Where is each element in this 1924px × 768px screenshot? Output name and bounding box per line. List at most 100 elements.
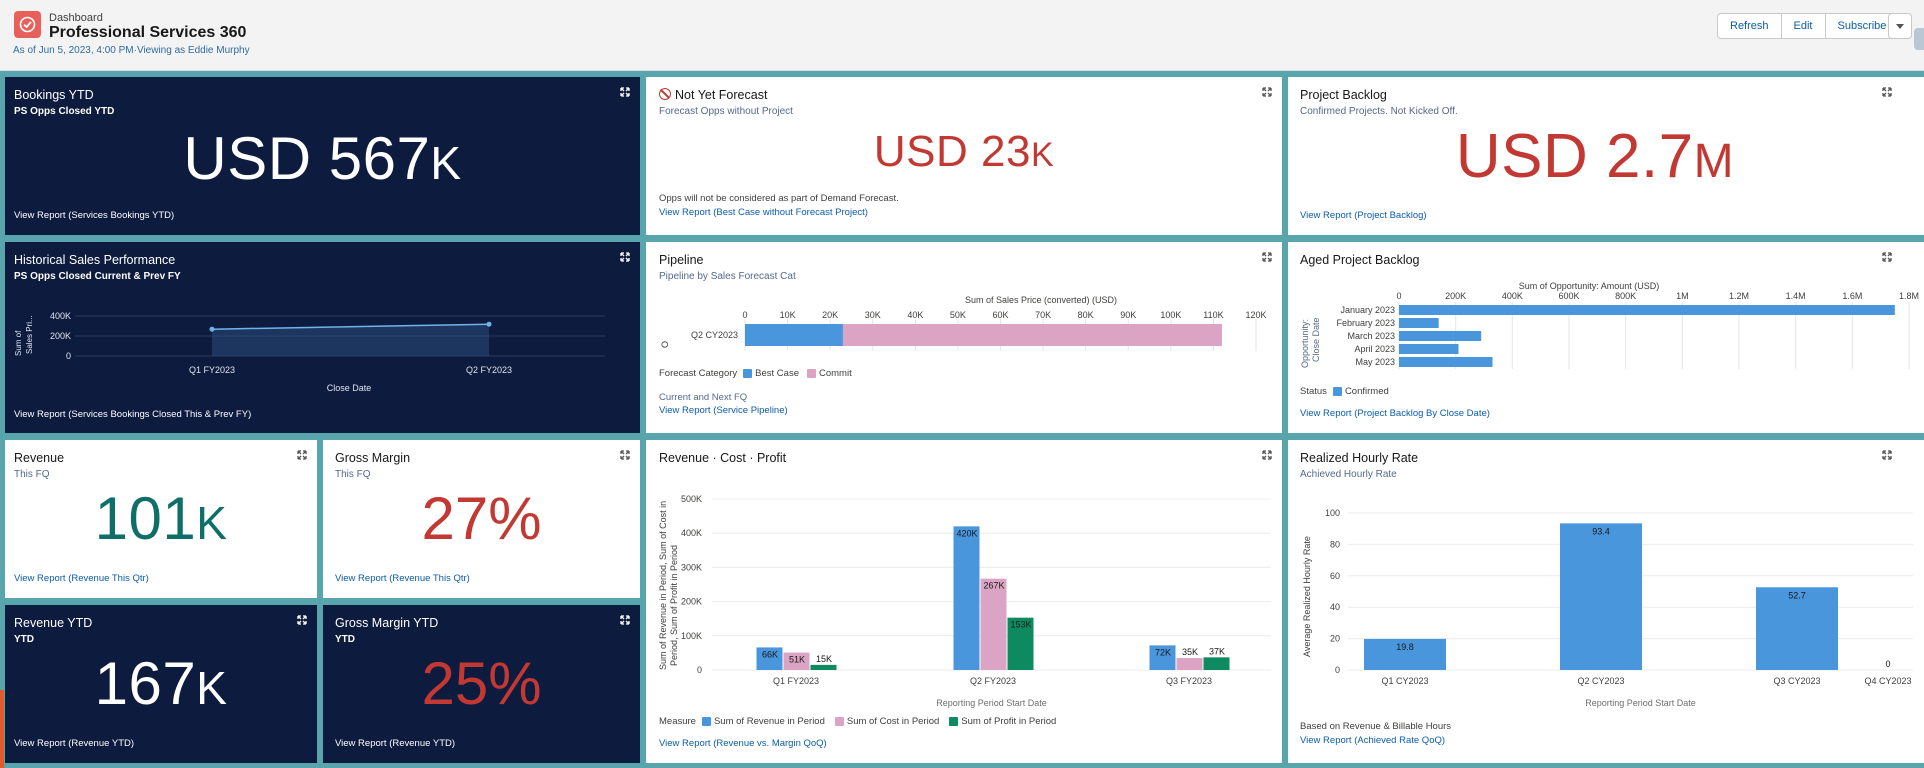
view-report-link[interactable]: View Report (Revenue vs. Margin QoQ) — [659, 738, 827, 749]
metric-value: 25% — [421, 650, 542, 717]
tile-subtitle: Pipeline by Sales Forecast Cat — [659, 271, 796, 282]
x-tick-label: 10K — [780, 310, 796, 320]
view-report-link[interactable]: View Report (Services Bookings YTD) — [14, 210, 175, 221]
view-report-link[interactable]: View Report (Revenue YTD) — [14, 738, 135, 749]
view-report-link[interactable]: View Report (Project Backlog) — [1300, 210, 1427, 221]
view-report-link[interactable]: View Report (Services Bookings Closed Th… — [14, 409, 252, 420]
expand-icon[interactable] — [1882, 87, 1892, 97]
x-tick-label: 30K — [865, 310, 881, 320]
y-axis-title: Period, Sum of Profit in Period — [669, 545, 679, 666]
refresh-button[interactable]: Refresh — [1718, 14, 1782, 38]
bar — [1399, 318, 1439, 328]
tile-subtitle: YTD — [14, 634, 34, 645]
legend-item[interactable]: Sum of Cost in Period — [834, 716, 940, 727]
expand-icon[interactable] — [297, 450, 307, 460]
view-report-link[interactable]: View Report (Project Backlog By Close Da… — [1300, 408, 1490, 419]
tile-bookings-ytd: Bookings YTD PS Opps Closed YTD USD 567K… — [5, 77, 640, 235]
bar — [756, 647, 783, 670]
legend-item[interactable]: Commit — [806, 368, 852, 379]
legend-item[interactable]: Sum of Revenue in Period — [701, 716, 825, 727]
more-actions-chevron-down-icon[interactable] — [1888, 13, 1912, 39]
x-tick-label: 600K — [1558, 291, 1579, 301]
expand-icon[interactable] — [620, 450, 630, 460]
x-tick-label: 70K — [1035, 310, 1051, 320]
subscribe-button[interactable]: Subscribe — [1837, 20, 1887, 32]
view-report-link[interactable]: View Report (Revenue This Qtr) — [14, 573, 149, 584]
bar-segment — [745, 324, 843, 346]
legend-item[interactable]: Best Case — [743, 368, 799, 379]
x-tick-label: Q4 CY2023 — [1864, 676, 1911, 686]
x-tick-label: 1M — [1676, 291, 1689, 301]
legend-text: Sum of Cost in Period — [846, 716, 940, 727]
tile-subtitle: Achieved Hourly Rate — [1300, 469, 1397, 480]
bar — [1007, 617, 1034, 670]
y-tick-label: 0 — [697, 665, 702, 675]
view-report-link[interactable]: View Report (Service Pipeline) — [659, 405, 788, 416]
view-report-link[interactable]: View Report (Revenue This Qtr) — [335, 573, 470, 584]
x-axis-title: Close Date — [327, 383, 372, 393]
tile-historical-sales: Historical Sales Performance PS Opps Clo… — [5, 242, 640, 433]
side-panel-handle[interactable] — [1914, 28, 1924, 50]
y-axis-title: Close Date — [1311, 317, 1321, 362]
bar — [1399, 344, 1459, 354]
page-title: Professional Services 360 — [49, 24, 247, 41]
x-tick-label: 40K — [907, 310, 923, 320]
prohibited-icon — [659, 88, 671, 100]
expand-icon[interactable] — [1882, 252, 1892, 262]
y-axis-title: Sales Pri... — [25, 315, 34, 354]
x-axis-title: Reporting Period Start Date — [1585, 698, 1696, 708]
aged-backlog-bar-chart: Sum of Opportunity: Amount (USD) 0 200K 400… — [1300, 281, 1919, 369]
y-tick-label: 0 — [66, 351, 71, 361]
x-tick-label: 200K — [1445, 291, 1466, 301]
y-tick-label: 100 — [1325, 508, 1340, 518]
x-tick-label: 400K — [1502, 291, 1523, 301]
expand-icon[interactable] — [297, 615, 307, 625]
x-tick-label: 110K — [1203, 310, 1223, 320]
x-tick-label: 90K — [1120, 310, 1136, 320]
expand-icon[interactable] — [620, 615, 630, 625]
legend-swatch — [743, 368, 753, 378]
y-axis-title: Sum of — [14, 330, 23, 356]
pipeline-bar-chart: Sum of Sales Price (converted) (USD) 0 10K… — [660, 295, 1267, 351]
rcp-legend: Measure Sum of Revenue in Period Sum of C… — [659, 716, 1056, 727]
expand-icon[interactable] — [1262, 87, 1272, 97]
legend-label: Status — [1300, 386, 1327, 397]
data-label: 72K — [1155, 647, 1171, 657]
legend-item[interactable]: Sum of Profit in Period — [949, 716, 1056, 727]
view-report-link[interactable]: View Report (Achieved Rate QoQ) — [1300, 735, 1446, 746]
data-label: 0 — [1885, 659, 1890, 669]
data-label: 15K — [816, 654, 832, 664]
expand-icon[interactable] — [620, 252, 630, 262]
expand-icon[interactable] — [1882, 450, 1892, 460]
x-tick-label: Q2 FY2023 — [466, 365, 512, 375]
expand-icon[interactable] — [620, 87, 630, 97]
page-type-label: Dashboard — [49, 12, 103, 24]
expand-icon[interactable] — [1262, 252, 1272, 262]
tile-title: Revenue · Cost · Profit — [659, 451, 787, 465]
data-label: 66K — [762, 649, 778, 659]
legend-label: Forecast Category — [659, 368, 738, 379]
edit-button[interactable]: Edit — [1782, 14, 1826, 38]
expand-icon[interactable] — [1262, 450, 1272, 460]
y-tick-label: 80 — [1330, 539, 1340, 549]
x-tick-label: 0 — [742, 310, 747, 320]
y-tick-label: 40 — [1330, 602, 1340, 612]
metric-value: USD 2.7M — [1455, 122, 1735, 191]
bar-segment — [842, 324, 1222, 346]
tile-not-yet-forecast: Not Yet Forecast Forecast Opps without P… — [646, 77, 1282, 235]
legend-text: Sum of Profit in Period — [961, 716, 1057, 727]
view-report-link[interactable]: View Report (Best Case without Forecast … — [659, 207, 868, 218]
x-tick-label: 100K — [1160, 310, 1181, 320]
legend-item[interactable]: Confirmed — [1332, 386, 1389, 397]
tile-subtitle: PS Opps Closed Current & Prev FY — [14, 271, 181, 282]
y-tick-label: 300K — [681, 562, 702, 572]
x-tick-label: 1.6M — [1842, 291, 1862, 301]
legend-swatch — [806, 368, 816, 378]
y-tick-label: April 2023 — [1354, 344, 1395, 354]
x-tick-label: Q3 CY2023 — [1773, 676, 1820, 686]
view-report-link[interactable]: View Report (Revenue YTD) — [335, 738, 456, 749]
legend-text: Best Case — [755, 368, 799, 379]
tile-revenue: Revenue This FQ 101K View Report (Revenu… — [5, 440, 317, 598]
bar — [1756, 587, 1838, 670]
legend-label: Measure — [659, 716, 696, 727]
